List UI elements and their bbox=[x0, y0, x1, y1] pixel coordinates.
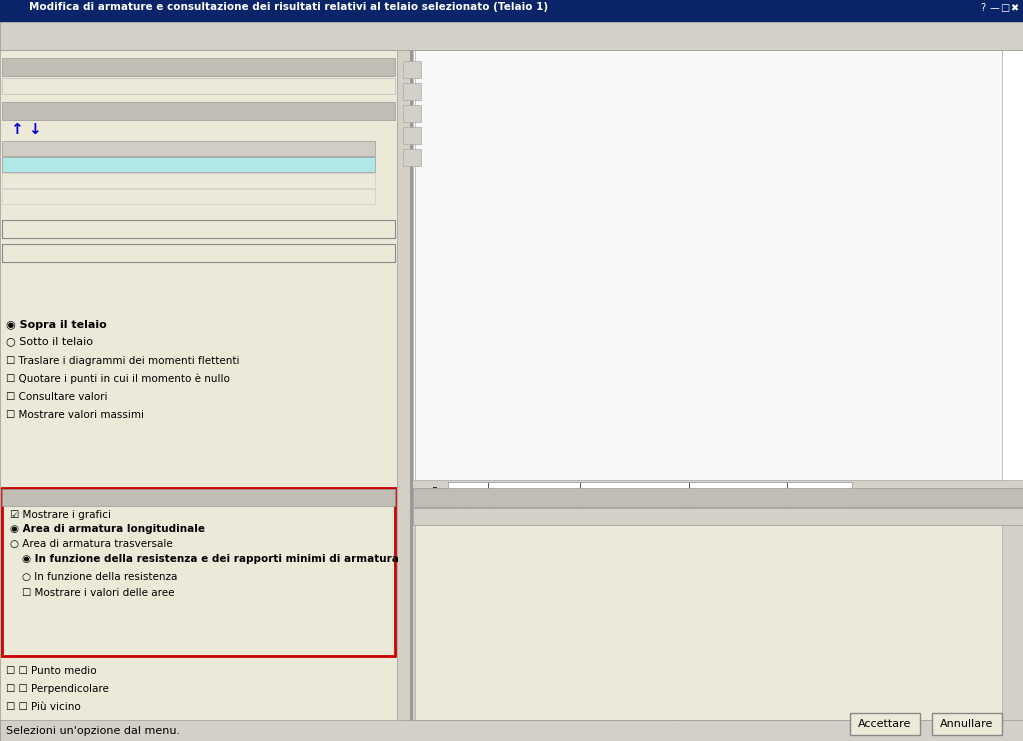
Text: Accettare: Accettare bbox=[858, 719, 911, 729]
X-axis label: Posizione (m): Posizione (m) bbox=[615, 717, 685, 728]
Text: ☐: ☐ bbox=[12, 2, 23, 13]
Text: N: N bbox=[100, 2, 108, 13]
Text: ☐ Traslare i diagrammi dei momenti flettenti: ☐ Traslare i diagrammi dei momenti flett… bbox=[6, 356, 239, 366]
Text: ☐ Mostrare i valori delle aree: ☐ Mostrare i valori delle aree bbox=[23, 588, 175, 598]
Text: ☑ ☐ Estremo: ☑ ☐ Estremo bbox=[6, 648, 74, 658]
Text: ◉ In funzione della resistenza e dei rapporti minimi di armatura: ◉ In funzione della resistenza e dei rap… bbox=[23, 554, 399, 564]
Text: My: My bbox=[100, 2, 117, 12]
Text: Centrare su trave: Centrare su trave bbox=[20, 2, 118, 12]
Text: ☑: ☑ bbox=[12, 2, 23, 12]
Text: ○ Sotto il telaio: ○ Sotto il telaio bbox=[6, 336, 93, 346]
Y-axis label: Area (cm²): Area (cm²) bbox=[417, 559, 428, 615]
Text: Azione interna: Azione interna bbox=[100, 2, 176, 12]
Text: Peso proprio: Peso proprio bbox=[8, 2, 77, 13]
Text: ✖: ✖ bbox=[1010, 3, 1018, 13]
Text: ↓: ↓ bbox=[28, 122, 41, 137]
Text: Grafici delle aree di armatura: Grafici delle aree di armatura bbox=[415, 3, 637, 16]
Text: Ipotesi: Ipotesi bbox=[8, 2, 45, 13]
Text: Selezioni un'opzione dal menu.: Selezioni un'opzione dal menu. bbox=[6, 725, 180, 736]
Text: □: □ bbox=[1000, 3, 1010, 13]
Text: Visibile: Visibile bbox=[20, 2, 57, 12]
Legend: Area nec. sup., Area eff. sup., Area nec. inf., Area eff. inf.: Area nec. sup., Area eff. sup., Area nec… bbox=[870, 542, 984, 632]
Text: —: — bbox=[990, 3, 999, 13]
Text: ☐ ☐ Perpendicolare: ☐ ☐ Perpendicolare bbox=[6, 684, 108, 694]
Text: Configurazione: Configurazione bbox=[6, 1, 106, 13]
Text: 0.100: 0.100 bbox=[201, 2, 231, 13]
Text: Vz: Vz bbox=[100, 2, 114, 13]
Text: Visualizzazione: Visualizzazione bbox=[6, 2, 91, 12]
Text: ☐: ☐ bbox=[6, 2, 16, 12]
Text: ☑ Mostrare i grafici: ☑ Mostrare i grafici bbox=[10, 510, 112, 520]
Text: ◉ Sopra il telaio: ◉ Sopra il telaio bbox=[6, 320, 106, 330]
Text: ☐: ☐ bbox=[12, 2, 23, 13]
Text: ☐ Mostrare valori massimi: ☐ Mostrare valori massimi bbox=[6, 410, 144, 420]
Text: ○ Area di armatura trasversale: ○ Area di armatura trasversale bbox=[10, 539, 173, 549]
Text: Annullare: Annullare bbox=[940, 719, 993, 729]
Text: Diagrammi di azioni interne: Diagrammi di azioni interne bbox=[6, 2, 162, 12]
Text: ☐ ☐ Più vicino: ☐ ☐ Più vicino bbox=[6, 702, 81, 712]
Text: Catture: Catture bbox=[6, 1, 48, 12]
Text: ☐ ☐ Punto medio: ☐ ☐ Punto medio bbox=[6, 666, 96, 676]
Text: 0.100: 0.100 bbox=[201, 2, 231, 13]
Text: Scala: Scala bbox=[220, 2, 249, 12]
Text: 0.100: 0.100 bbox=[201, 2, 231, 12]
Text: ☐ Consultare valori: ☐ Consultare valori bbox=[6, 392, 107, 402]
Text: Modifica di armature e consultazione dei risultati relativi al telaio selezionat: Modifica di armature e consultazione dei… bbox=[29, 2, 547, 12]
Text: Grafici delle aree di armatura: Grafici delle aree di armatura bbox=[6, 1, 171, 12]
Text: ↑: ↑ bbox=[10, 122, 23, 137]
Text: ?: ? bbox=[980, 3, 985, 13]
Text: ◉ Area di armatura longitudinale: ◉ Area di armatura longitudinale bbox=[10, 524, 205, 534]
Text: ○ In funzione della resistenza: ○ In funzione della resistenza bbox=[23, 572, 177, 582]
Text: ☐ Quotare i punti in cui il momento è nullo: ☐ Quotare i punti in cui il momento è nu… bbox=[6, 374, 230, 385]
Text: ◄  1  ►: ◄ 1 ► bbox=[315, 2, 353, 12]
